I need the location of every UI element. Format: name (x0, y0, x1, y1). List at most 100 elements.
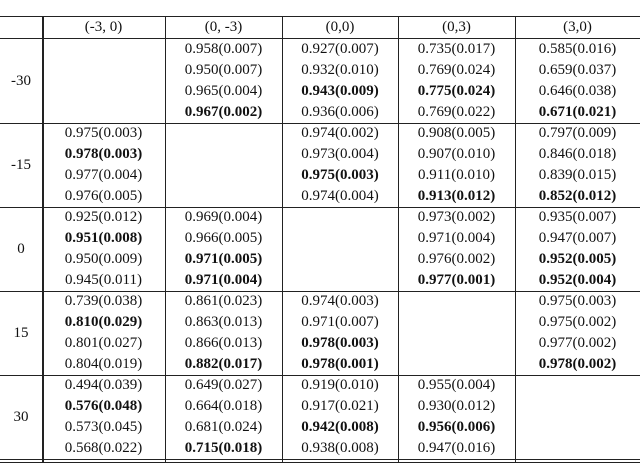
cell-value: 0.971(0.007) (301, 314, 379, 330)
cell-value: 0.919(0.010) (301, 377, 379, 393)
cell-value: 0.973(0.004) (301, 146, 379, 162)
cell-value: 0.977(0.004) (64, 167, 143, 183)
cell-value: 0.965(0.004) (184, 83, 263, 99)
cell-value: 0.976(0.002) (417, 251, 496, 267)
cell-value: 0.955(0.004) (417, 377, 496, 393)
cell-value: 0.978(0.002) (538, 356, 617, 372)
cell-value: 0.975(0.003) (64, 125, 143, 141)
column-header: (-3, 0) (84, 19, 123, 35)
cell-value: 0.863(0.013) (184, 314, 263, 330)
cell-value: 0.908(0.005) (417, 125, 496, 141)
column-separator (282, 16, 283, 463)
cell-value: 0.917(0.021) (301, 398, 379, 414)
column-separator (398, 16, 399, 463)
row-label: -15 (11, 156, 31, 173)
cell-value: 0.978(0.003) (301, 335, 379, 351)
cell-value: 0.971(0.004) (184, 272, 263, 288)
cell-value: 0.935(0.007) (538, 209, 617, 225)
cell-value: 0.930(0.012) (417, 398, 496, 414)
row-separator (0, 207, 640, 208)
cell-value: 0.967(0.002) (184, 104, 263, 120)
cell-value: 0.958(0.007) (184, 41, 263, 57)
cell-value: 0.573(0.045) (64, 419, 143, 435)
row-label: 30 (13, 408, 29, 425)
cell-value: 0.936(0.006) (301, 104, 379, 120)
column-separator (165, 16, 166, 463)
cell-value: 0.664(0.018) (184, 398, 263, 414)
row-separator (0, 291, 640, 292)
row-label: 15 (13, 324, 29, 341)
top-rule (0, 16, 640, 17)
cell-value: 0.974(0.004) (301, 188, 379, 204)
cell-value: 0.952(0.004) (538, 272, 617, 288)
cell-value: 0.568(0.022) (64, 440, 143, 456)
cell-value: 0.494(0.039) (64, 377, 143, 393)
cell-value: 0.659(0.037) (538, 62, 617, 78)
cell-value: 0.977(0.002) (538, 335, 617, 351)
header-rule (0, 38, 640, 39)
cell-value: 0.861(0.023) (184, 293, 263, 309)
cell-value: 0.950(0.009) (64, 251, 143, 267)
cell-value: 0.973(0.002) (417, 209, 496, 225)
cell-value: 0.882(0.017) (184, 356, 263, 372)
cell-value: 0.739(0.038) (64, 293, 143, 309)
cell-value: 0.715(0.018) (184, 440, 263, 456)
row-label: 0 (17, 240, 25, 257)
cell-value: 0.945(0.011) (65, 272, 142, 288)
cell-value: 0.585(0.016) (538, 41, 617, 57)
cell-value: 0.801(0.027) (64, 335, 143, 351)
column-separator (42, 16, 44, 463)
cell-value: 0.975(0.003) (538, 293, 617, 309)
cell-value: 0.810(0.029) (64, 314, 143, 330)
cell-value: 0.649(0.027) (184, 377, 263, 393)
cell-value: 0.971(0.004) (417, 230, 496, 246)
cell-value: 0.769(0.022) (417, 104, 496, 120)
cell-value: 0.839(0.015) (538, 167, 617, 183)
cell-value: 0.942(0.008) (301, 419, 379, 435)
cell-value: 0.671(0.021) (538, 104, 617, 120)
row-separator (0, 375, 640, 376)
cell-value: 0.681(0.024) (184, 419, 263, 435)
row-separator (0, 459, 640, 460)
cell-value: 0.852(0.012) (538, 188, 617, 204)
cell-value: 0.952(0.005) (538, 251, 617, 267)
row-separator (0, 123, 640, 124)
cell-value: 0.971(0.005) (184, 251, 263, 267)
cell-value: 0.646(0.038) (538, 83, 617, 99)
cell-value: 0.969(0.004) (184, 209, 263, 225)
cell-value: 0.576(0.048) (64, 398, 143, 414)
column-header: (0,0) (325, 19, 355, 35)
column-header: (0,3) (442, 19, 471, 35)
row-label: -30 (11, 72, 31, 89)
cell-value: 0.735(0.017) (417, 41, 496, 57)
cell-value: 0.911(0.010) (418, 167, 495, 183)
cell-value: 0.966(0.005) (184, 230, 263, 246)
cell-value: 0.950(0.007) (184, 62, 263, 78)
cell-value: 0.977(0.001) (417, 272, 496, 288)
cell-value: 0.846(0.018) (538, 146, 617, 162)
cell-value: 0.913(0.012) (417, 188, 496, 204)
cell-value: 0.978(0.001) (301, 356, 379, 372)
cell-value: 0.943(0.009) (301, 83, 379, 99)
column-header: (0, -3) (204, 19, 243, 35)
cell-value: 0.975(0.003) (301, 167, 379, 183)
cell-value: 0.974(0.003) (301, 293, 379, 309)
cell-value: 0.932(0.010) (301, 62, 379, 78)
cell-value: 0.975(0.002) (538, 314, 617, 330)
column-header: (3,0) (563, 19, 592, 35)
cell-value: 0.927(0.007) (301, 41, 379, 57)
cell-value: 0.956(0.006) (417, 419, 496, 435)
cell-value: 0.925(0.012) (64, 209, 143, 225)
column-separator (515, 16, 516, 463)
cell-value: 0.769(0.024) (417, 62, 496, 78)
cell-value: 0.775(0.024) (417, 83, 496, 99)
cell-value: 0.797(0.009) (538, 125, 617, 141)
cell-value: 0.938(0.008) (301, 440, 379, 456)
cell-value: 0.907(0.010) (417, 146, 496, 162)
cell-value: 0.978(0.003) (64, 146, 143, 162)
cell-value: 0.976(0.005) (64, 188, 143, 204)
cell-value: 0.866(0.013) (184, 335, 263, 351)
cell-value: 0.974(0.002) (301, 125, 379, 141)
cell-value: 0.804(0.019) (64, 356, 143, 372)
